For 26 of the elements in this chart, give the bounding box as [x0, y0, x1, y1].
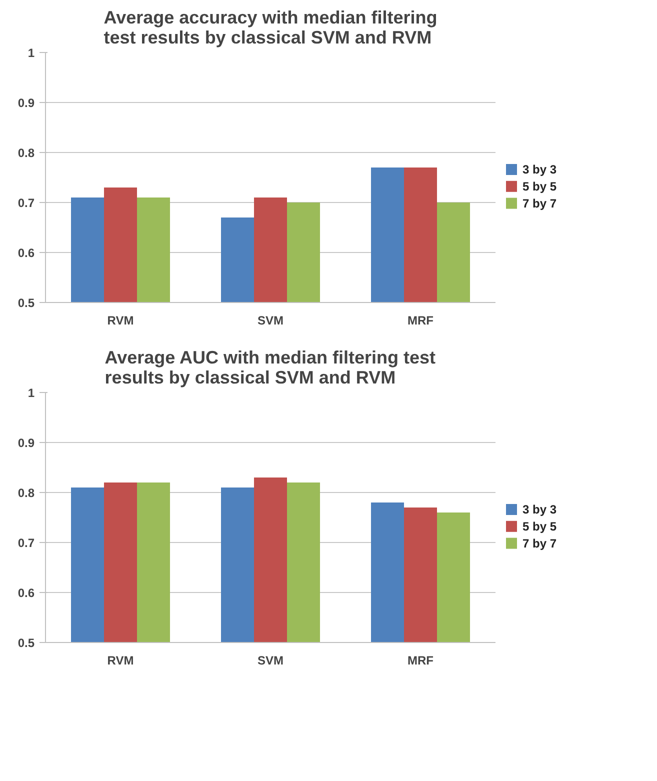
y-tick-label: 0.5	[18, 636, 35, 650]
y-tick-label: 1	[28, 386, 35, 400]
legend-label: 3 by 3	[522, 502, 557, 516]
x-tick-label: SVM	[258, 654, 284, 668]
y-tick-label: 0.8	[18, 486, 35, 500]
x-tick-label: SVM	[258, 314, 284, 328]
y-tick-label: 0.5	[18, 296, 35, 310]
y-tick-label: 0.9	[18, 96, 35, 110]
y-tick-label: 0.7	[18, 196, 35, 210]
y-tick-label: 0.6	[18, 246, 35, 260]
y-tick-label: 0.8	[18, 146, 35, 160]
chart-title: Average accuracy with median filtering test results by classical SVM and RVM	[104, 8, 438, 48]
legend-label: 7 by 7	[522, 196, 557, 210]
legend-label: 5 by 5	[522, 179, 557, 194]
x-tick-label: RVM	[107, 314, 134, 328]
legend-label: 3 by 3	[522, 162, 557, 176]
x-tick-label: MRF	[408, 314, 434, 328]
y-tick-label: 0.6	[18, 586, 35, 600]
y-tick-label: 0.7	[18, 536, 35, 550]
legend-label: 5 by 5	[522, 519, 557, 534]
y-tick-label: 1	[28, 46, 35, 60]
legend-label: 7 by 7	[522, 536, 557, 550]
y-tick-label: 0.9	[18, 436, 35, 450]
x-tick-label: RVM	[107, 654, 134, 668]
x-tick-label: MRF	[408, 654, 434, 668]
chart-title: Average AUC with median filtering test results by classical SVM and RVM	[104, 348, 436, 388]
